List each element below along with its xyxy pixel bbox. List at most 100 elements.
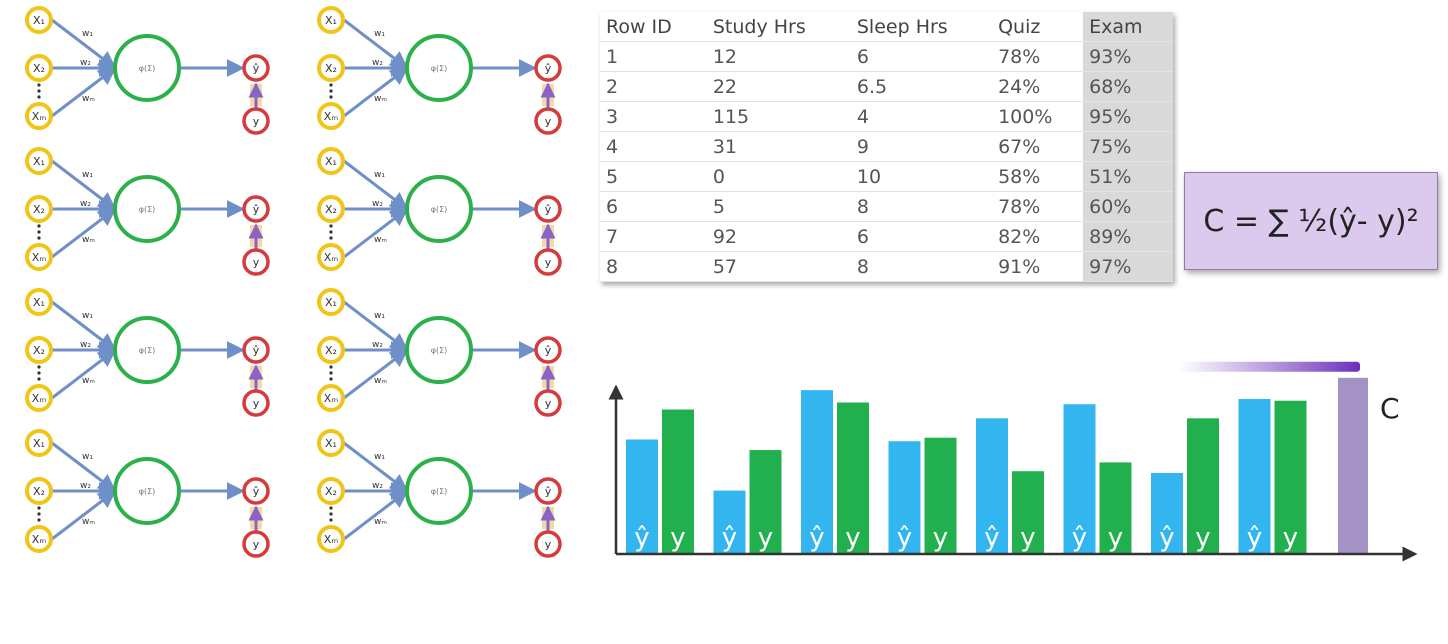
output-label: ŷ <box>253 203 260 216</box>
input-label: Xₘ <box>32 251 47 264</box>
weight-label: w₂ <box>372 481 383 491</box>
bar-y <box>1187 418 1219 554</box>
weight-edge <box>343 66 409 118</box>
input-node <box>25 525 53 553</box>
ellipsis-dot <box>329 83 333 87</box>
table-cell: 91% <box>992 251 1084 282</box>
table-cell: 92 <box>706 221 851 252</box>
ellipsis-dot <box>329 230 333 234</box>
table-cell: 12 <box>706 41 851 72</box>
data-table: Row ID Study Hrs Sleep Hrs Quiz Exam 1 12… <box>600 12 1173 282</box>
actual-node <box>534 530 562 558</box>
ellipsis-dot <box>37 506 41 510</box>
input-node <box>317 336 345 364</box>
weight-label: w₁ <box>82 452 93 462</box>
neuron-node <box>405 34 473 102</box>
actual-label: y <box>253 538 260 551</box>
table-cell: 4 <box>850 101 993 132</box>
bar-y <box>662 409 694 554</box>
weight-label: wₘ <box>374 235 387 245</box>
input-label: Xₘ <box>324 533 339 546</box>
weight-label: wₘ <box>82 235 95 245</box>
table-row: 5 0 10 58% 51% <box>600 161 1173 192</box>
weight-label: wₘ <box>82 94 95 104</box>
input-label: X₁ <box>33 14 45 27</box>
bar-y <box>924 437 957 554</box>
weight-label: w₂ <box>372 58 383 68</box>
table-cell: 75% <box>1083 131 1173 162</box>
input-label: X₁ <box>33 155 45 168</box>
ellipsis-dot <box>37 236 41 240</box>
ellipsis-dot <box>329 95 333 99</box>
cost-bar <box>1338 377 1368 554</box>
table-cell: 31 <box>706 131 851 162</box>
input-node <box>317 54 345 82</box>
input-node <box>317 102 345 130</box>
input-label: Xₘ <box>324 251 339 264</box>
output-node <box>242 195 270 223</box>
input-label: Xₘ <box>32 392 47 405</box>
input-label: X₂ <box>325 344 337 357</box>
actual-label: y <box>545 538 552 551</box>
neuron-node <box>113 316 181 384</box>
input-node <box>25 147 53 175</box>
input-label: Xₘ <box>324 110 339 123</box>
ellipsis-dot <box>37 518 41 522</box>
bar-label: ŷ <box>809 523 824 553</box>
actual-node <box>242 530 270 558</box>
bar-label: y <box>1108 523 1123 553</box>
ellipsis-dot <box>329 512 333 516</box>
input-node <box>317 525 345 553</box>
ellipsis-dot <box>37 224 41 228</box>
ellipsis-dot <box>37 512 41 516</box>
weight-label: w₂ <box>80 199 91 209</box>
ellipsis-dot <box>37 377 41 381</box>
input-node <box>317 6 345 34</box>
bar-label: y <box>758 523 773 553</box>
network-diagram: w₁ w₂ wₘ X₁ X₂ Xₘ φ(Σ) ŷ y <box>25 429 270 558</box>
bar-y-hat <box>801 390 833 554</box>
weight-edge <box>343 489 409 541</box>
table-cell: 3 <box>600 101 707 132</box>
actual-node <box>242 248 270 276</box>
cost-formula-box: C = ∑ ½(ŷ- y)² <box>1184 172 1438 270</box>
output-node <box>242 477 270 505</box>
table-cell: 89% <box>1083 221 1173 252</box>
input-node <box>317 195 345 223</box>
weight-edge <box>343 348 409 400</box>
output-node <box>534 54 562 82</box>
output-label: ŷ <box>253 485 260 498</box>
input-label: X₁ <box>325 155 337 168</box>
neuron-node <box>113 175 181 243</box>
table-cell: 51% <box>1083 161 1173 192</box>
cost-formula: C = ∑ ½(ŷ- y)² <box>1203 203 1419 239</box>
bar-label: y <box>1020 523 1035 553</box>
col-exam: Exam <box>1083 12 1173 42</box>
prediction-bar-chart: ŷ y ŷ y ŷ y ŷ y ŷ y ŷ y ŷ y ŷ yC <box>608 361 1418 562</box>
table-cell: 58% <box>992 161 1084 192</box>
input-label: X₂ <box>33 62 45 75</box>
actual-node <box>242 389 270 417</box>
table-cell: 97% <box>1083 251 1173 282</box>
weight-label: wₘ <box>82 376 95 386</box>
activation-symbol: φ(Σ) <box>139 346 156 355</box>
table-cell: 8 <box>850 251 993 282</box>
input-node <box>25 336 53 364</box>
input-node <box>25 288 53 316</box>
input-node <box>25 195 53 223</box>
table-row: 4 31 9 67% 75% <box>600 131 1173 162</box>
output-label: ŷ <box>253 344 260 357</box>
bar-label: y <box>845 523 860 553</box>
table-row: 7 92 6 82% 89% <box>600 221 1173 252</box>
input-label: X₁ <box>33 296 45 309</box>
ellipsis-dot <box>329 365 333 369</box>
weight-label: w₁ <box>374 170 385 180</box>
table-cell: 5 <box>706 191 851 222</box>
neural-network-grid: w₁ w₂ wₘ X₁ X₂ Xₘ φ(Σ) ŷ y w₁ w₂ wₘ X₁ X₂ Xₘ φ(Σ) ŷ y w₁ w₂… <box>25 6 562 558</box>
network-diagram: w₁ w₂ wₘ X₁ X₂ Xₘ φ(Σ) ŷ y <box>25 288 270 417</box>
input-label: X₂ <box>33 485 45 498</box>
col-study-hrs: Study Hrs <box>706 12 851 42</box>
actual-node <box>534 389 562 417</box>
weight-label: w₁ <box>82 29 93 39</box>
network-diagram: w₁ w₂ wₘ X₁ X₂ Xₘ φ(Σ) ŷ y <box>317 288 562 417</box>
